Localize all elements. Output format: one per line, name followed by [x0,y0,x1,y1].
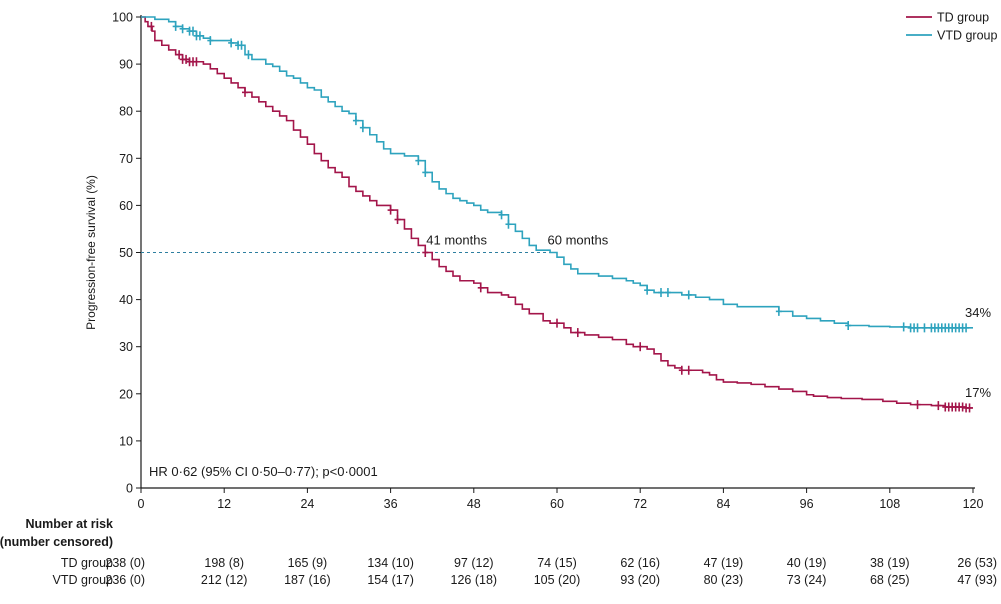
risk-cell: 105 (20) [534,573,581,587]
x-tick-label: 12 [217,497,231,511]
y-tick-label: 80 [119,105,133,119]
risk-cell: 198 (8) [204,556,244,570]
risk-row-label: TD group [61,556,113,570]
risk-table-subheading: (number censored) [0,535,113,549]
risk-cell: 40 (19) [787,556,827,570]
legend-label-vtd-group: VTD group [937,29,997,43]
y-tick-label: 40 [119,293,133,307]
td-group-end-label: 17% [965,385,991,400]
median-reference: 41 months 60 months [141,233,609,253]
risk-cell: 62 (16) [620,556,660,570]
risk-cell: 47 (93) [957,573,997,587]
y-tick-label: 10 [119,434,133,448]
risk-cell: 97 (12) [454,556,494,570]
risk-cell: 38 (19) [870,556,910,570]
annotation-60-months: 60 months [548,233,609,248]
risk-table-heading: Number at risk [25,517,113,531]
y-tick-label: 20 [119,387,133,401]
vtd-group-curve [141,16,973,329]
y-tick-label: 70 [119,152,133,166]
risk-cell: 154 (17) [367,573,414,587]
risk-cell: 68 (25) [870,573,910,587]
y-tick-label: 100 [112,11,133,25]
risk-cell: 80 (23) [704,573,744,587]
x-tick-label: 84 [716,497,730,511]
x-tick-label: 108 [879,497,900,511]
risk-cell: 126 (18) [451,573,498,587]
vtd-group-end-label: 34% [965,305,991,320]
risk-cell: 73 (24) [787,573,827,587]
risk-cell: 238 (0) [105,556,145,570]
y-tick-label: 0 [126,482,133,496]
risk-cell: 93 (20) [620,573,660,587]
risk-cell: 47 (19) [704,556,744,570]
risk-cell: 74 (15) [537,556,577,570]
risk-row-label: VTD group [53,573,113,587]
y-tick-label: 50 [119,246,133,260]
y-tick-label: 60 [119,199,133,213]
risk-cell: 212 (12) [201,573,248,587]
x-tick-label: 0 [138,497,145,511]
y-axis-title: Progression-free survival (%) [84,175,98,330]
x-tick-label: 60 [550,497,564,511]
x-tick-label: 96 [800,497,814,511]
stat-text: HR 0·62 (95% CI 0·50–0·77); p<0·0001 [149,464,378,479]
risk-table: Number at risk(number censored)TD group2… [0,517,997,587]
risk-cell: 187 (16) [284,573,331,587]
axes: 0 10 20 30 40 50 60 70 80 90 100 0 12 24 36 48 60 72 84 96 1… [84,11,983,512]
risk-cell: 236 (0) [105,573,145,587]
legend-label-td-group: TD group [937,11,989,25]
td-group-curve [141,16,973,409]
risk-cell: 165 (9) [288,556,328,570]
y-tick-label: 90 [119,58,133,72]
legend: TD group VTD group [906,11,997,43]
annotation-41-months: 41 months [426,233,487,248]
x-tick-label: 24 [300,497,314,511]
x-tick-label: 48 [467,497,481,511]
risk-cell: 134 (10) [367,556,414,570]
survival-curves: 17% 34% [141,16,991,413]
y-tick-label: 30 [119,340,133,354]
x-tick-label: 36 [384,497,398,511]
x-tick-label: 72 [633,497,647,511]
x-tick-label: 120 [963,497,984,511]
risk-cell: 26 (53) [957,556,997,570]
